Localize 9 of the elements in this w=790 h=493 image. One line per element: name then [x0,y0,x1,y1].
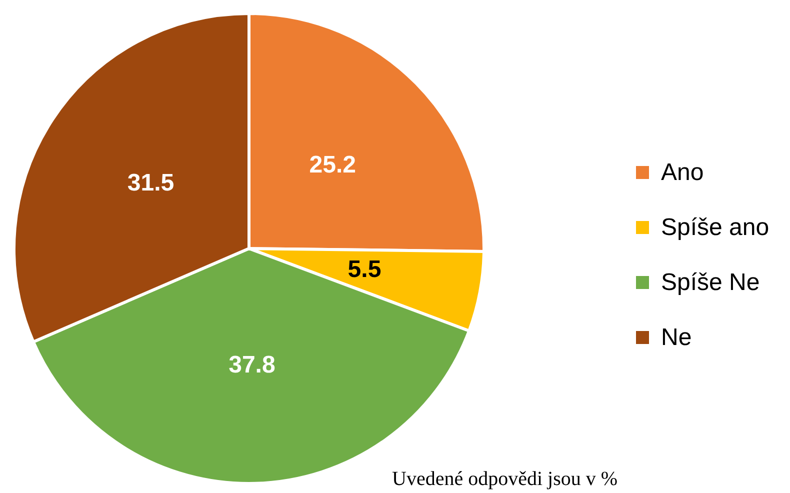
legend-label: Ne [661,324,692,352]
legend-label: Spíše Ne [661,268,760,296]
data-label: 31.5 [127,170,174,197]
data-label: 5.5 [348,256,382,283]
data-label: 37.8 [228,352,276,379]
legend-label: Ano [661,158,704,186]
legend-label: Spíše ano [661,214,770,242]
data-label: 25.2 [309,152,356,179]
text: Uvedené odpovědi jsou v % [392,468,618,491]
